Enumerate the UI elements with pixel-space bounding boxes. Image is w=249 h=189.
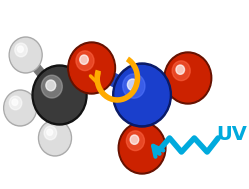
Circle shape [113, 63, 171, 127]
Circle shape [76, 51, 94, 71]
Circle shape [115, 66, 169, 124]
Circle shape [118, 122, 166, 174]
Circle shape [68, 42, 116, 94]
Circle shape [39, 120, 71, 156]
Circle shape [40, 122, 70, 155]
Circle shape [15, 43, 27, 57]
Circle shape [130, 135, 139, 144]
Circle shape [120, 124, 164, 172]
Circle shape [32, 65, 87, 125]
Circle shape [166, 54, 210, 102]
Text: UV: UV [216, 125, 247, 145]
Circle shape [176, 65, 185, 74]
Circle shape [12, 99, 18, 105]
Circle shape [126, 131, 144, 151]
Circle shape [17, 46, 23, 53]
Circle shape [46, 80, 56, 91]
Circle shape [10, 38, 41, 72]
Circle shape [9, 96, 22, 110]
Circle shape [164, 52, 212, 104]
Circle shape [34, 67, 85, 123]
Circle shape [127, 79, 138, 91]
Circle shape [80, 55, 88, 64]
Circle shape [5, 91, 35, 125]
Circle shape [70, 44, 114, 92]
Circle shape [41, 75, 62, 98]
Circle shape [47, 129, 53, 136]
Circle shape [9, 37, 42, 73]
Circle shape [123, 74, 145, 98]
Circle shape [44, 126, 57, 140]
Circle shape [4, 90, 37, 126]
Circle shape [172, 61, 190, 81]
